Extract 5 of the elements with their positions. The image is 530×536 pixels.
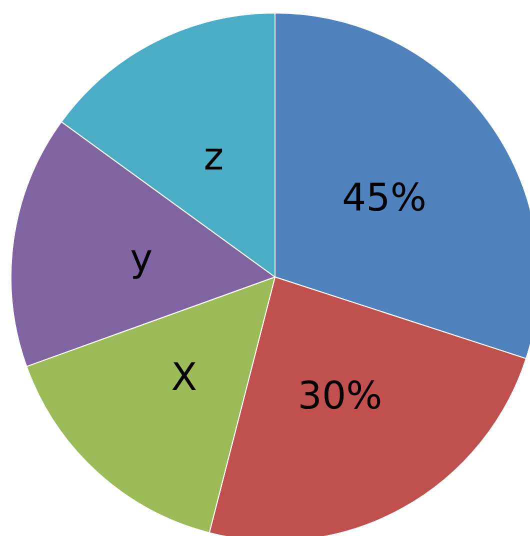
slice-label: 30% [298, 373, 382, 418]
slice-label: y [130, 236, 153, 280]
slice-label: X [171, 354, 198, 399]
slice-label: 45% [342, 176, 426, 220]
slice-label: z [204, 134, 224, 179]
